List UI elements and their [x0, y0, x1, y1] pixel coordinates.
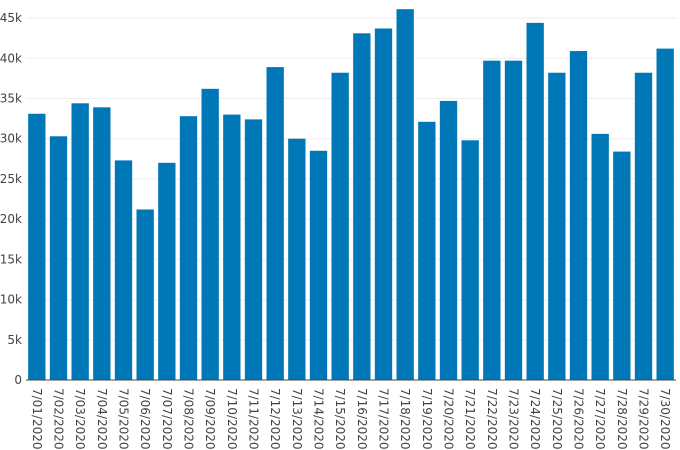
- x-tick-label: 7/26/2020: [572, 388, 586, 450]
- bar: [288, 138, 306, 380]
- bar: [309, 150, 328, 380]
- bar: [461, 140, 479, 380]
- x-tick-label: 7/28/2020: [615, 388, 629, 450]
- bar: [136, 209, 154, 380]
- x-tick-label: 7/25/2020: [550, 388, 564, 450]
- x-tick-label: 7/23/2020: [507, 388, 521, 450]
- bar: [179, 116, 198, 380]
- bar: [439, 100, 458, 381]
- y-tick-label: 35k: [0, 91, 22, 105]
- bar: [591, 133, 609, 380]
- bar: [201, 88, 219, 381]
- x-tick-label: 7/11/2020: [247, 388, 261, 450]
- x-tick-label: 7/21/2020: [463, 388, 477, 450]
- x-tick-label: 7/01/2020: [30, 388, 44, 450]
- bar: [93, 107, 111, 381]
- y-tick-label: 45k: [0, 11, 22, 25]
- bar: [548, 72, 566, 380]
- x-tick-label: 7/03/2020: [73, 388, 87, 450]
- bar: [634, 72, 653, 380]
- bar: [504, 60, 523, 380]
- x-tick-label: 7/19/2020: [420, 388, 434, 450]
- x-axis-tick-labels: 7/01/2020 7/02/2020 7/03/2020 7/04/2020 7/05…: [30, 388, 672, 450]
- bar: [418, 121, 436, 380]
- y-tick-label: 10k: [0, 293, 22, 307]
- x-tick-label: 7/07/2020: [160, 388, 174, 450]
- x-tick-label: 7/24/2020: [528, 388, 542, 450]
- bar: [569, 51, 588, 381]
- y-tick-label: 0: [14, 373, 22, 387]
- bar: [266, 67, 284, 380]
- bar: [28, 113, 46, 381]
- bar: [396, 9, 414, 381]
- bar: [244, 119, 263, 381]
- y-tick-label: 30k: [0, 132, 22, 146]
- bar: [114, 160, 133, 380]
- x-tick-label: 7/12/2020: [268, 388, 282, 450]
- x-tick-label: 7/10/2020: [225, 388, 239, 450]
- bar: [374, 28, 393, 380]
- bars: [28, 9, 674, 381]
- x-tick-label: 7/18/2020: [398, 388, 412, 450]
- y-tick-label: 25k: [0, 172, 22, 186]
- y-tick-label: 20k: [0, 212, 22, 226]
- bar: [331, 72, 349, 380]
- x-tick-label: 7/16/2020: [355, 388, 369, 450]
- bar: [526, 22, 544, 380]
- x-tick-label: 7/14/2020: [312, 388, 326, 450]
- x-tick-label: 7/30/2020: [658, 388, 672, 450]
- y-tick-label: 40k: [0, 51, 22, 65]
- x-tick-label: 7/15/2020: [333, 388, 347, 450]
- bar: [49, 136, 68, 380]
- x-tick-label: 7/06/2020: [138, 388, 152, 450]
- x-tick-label: 7/22/2020: [485, 388, 499, 450]
- y-axis-tick-labels: 0 5k 10k 15k 20k 25k 30k 35k 40k 45k: [0, 11, 22, 387]
- bar: [223, 114, 241, 380]
- gridlines: [26, 17, 676, 341]
- x-tick-label: 7/04/2020: [95, 388, 109, 450]
- x-tick-label: 7/08/2020: [182, 388, 196, 450]
- y-tick-label: 5k: [7, 333, 22, 347]
- x-tick-label: 7/27/2020: [593, 388, 607, 450]
- x-tick-label: 7/05/2020: [117, 388, 131, 450]
- bar: [158, 162, 176, 380]
- bar: [353, 33, 371, 381]
- bar: [613, 151, 631, 380]
- x-tick-label: 7/13/2020: [290, 388, 304, 450]
- x-tick-label: 7/29/2020: [637, 388, 651, 450]
- x-tick-label: 7/09/2020: [203, 388, 217, 450]
- x-tick-label: 7/17/2020: [377, 388, 391, 450]
- bar: [483, 60, 501, 380]
- x-tick-label: 7/20/2020: [442, 388, 456, 450]
- y-tick-label: 15k: [0, 252, 22, 266]
- x-tick-label: 7/02/2020: [52, 388, 66, 450]
- bar: [656, 48, 674, 380]
- bar: [71, 103, 89, 380]
